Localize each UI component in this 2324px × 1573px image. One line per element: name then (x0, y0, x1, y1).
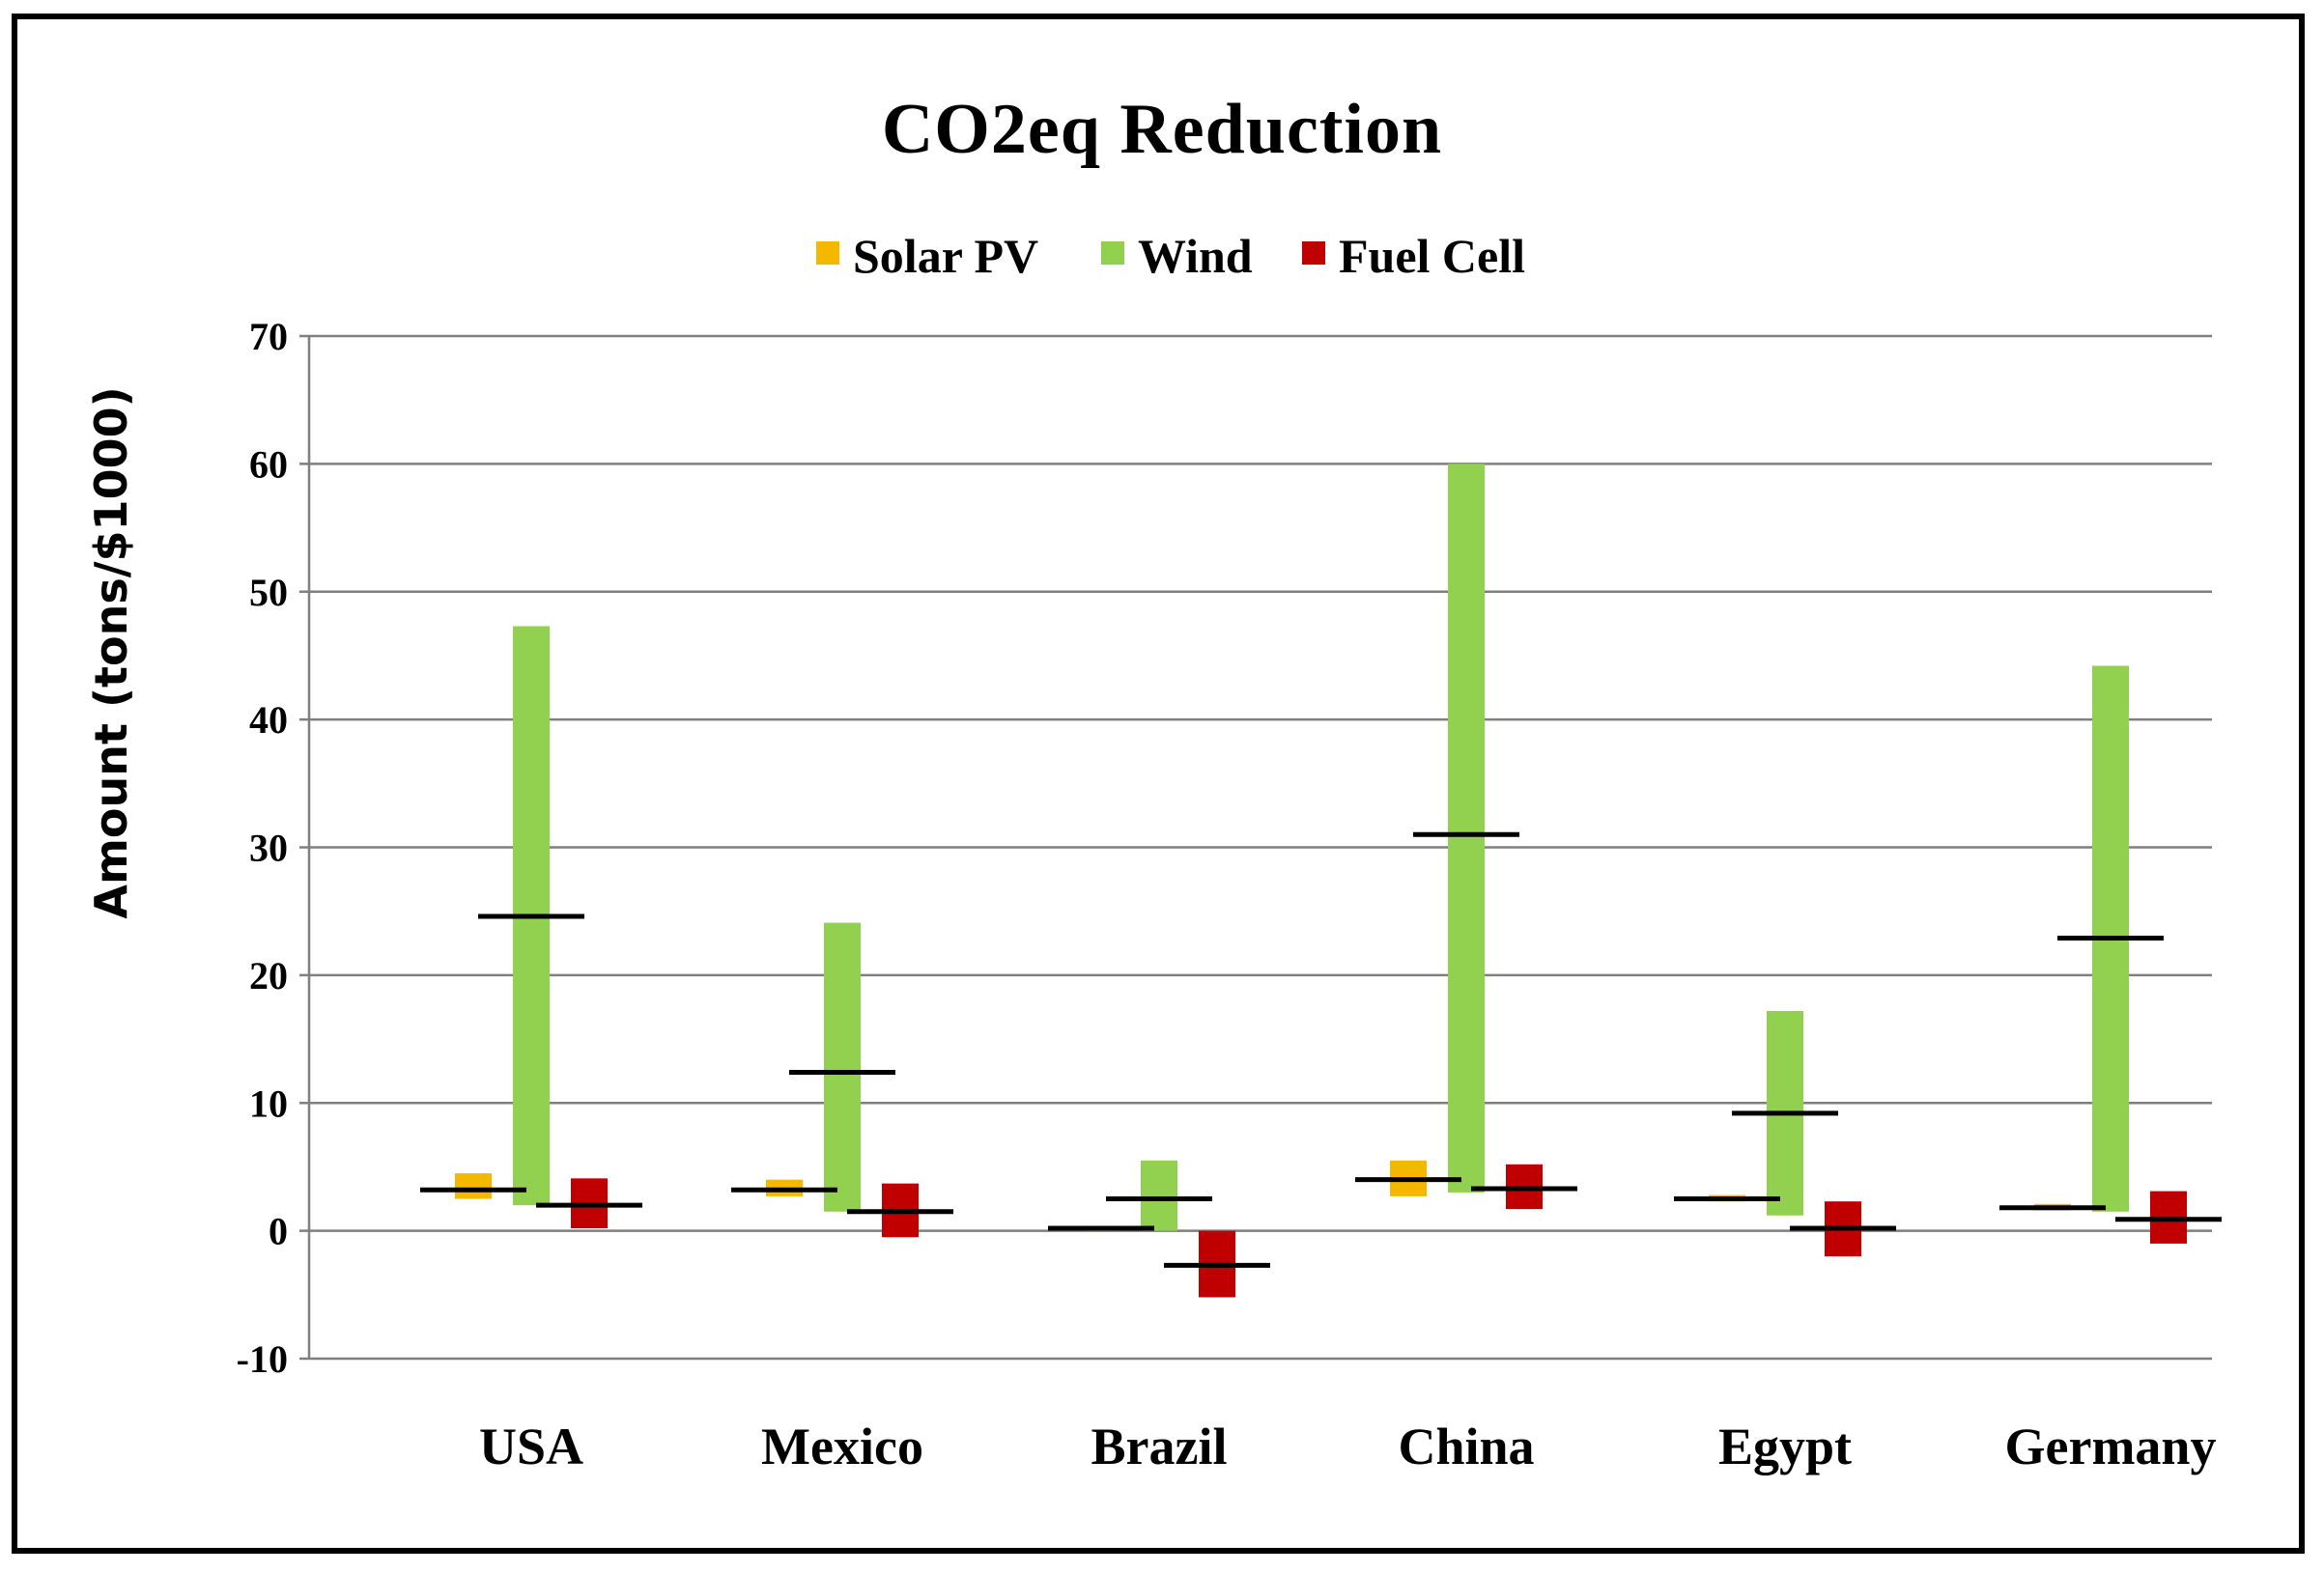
y-tick-label-0: 0 (269, 1210, 288, 1253)
chart-legend: Solar PV Wind Fuel Cell (0, 224, 2324, 283)
y-tick-label-30: 30 (249, 827, 288, 870)
legend-swatch-solar-pv (816, 241, 839, 265)
mean-markers (420, 831, 2222, 1268)
axes (299, 334, 311, 1361)
legend-swatch-wind (1101, 241, 1124, 265)
y-tick-label-60: 60 (249, 442, 288, 486)
y-tick-label-70: 70 (249, 315, 288, 358)
bar-wind-mexico (824, 922, 861, 1212)
x-tick-label-china: China (1398, 1418, 1534, 1475)
x-tick-label-usa: USA (479, 1418, 583, 1475)
y-tick-label-20: 20 (249, 954, 288, 997)
range-bars (455, 463, 2187, 1298)
legend-label-fuel-cell: Fuel Cell (1339, 229, 1526, 283)
legend-label-wind: Wind (1138, 229, 1253, 283)
legend-label-solar-pv: Solar PV (853, 229, 1039, 283)
x-tick-label-mexico: Mexico (761, 1418, 923, 1475)
x-tick-label-brazil: Brazil (1091, 1418, 1228, 1475)
y-tick-labels: -10 0 10 20 30 40 50 60 70 (237, 315, 288, 1381)
chart-frame (12, 14, 2305, 1554)
bar-wind-brazil (1141, 1160, 1177, 1231)
x-tick-label-germany: Germany (2005, 1418, 2217, 1475)
x-tick-labels: USA Mexico Brazil China Egypt Germany (479, 1418, 2216, 1475)
gridlines (309, 334, 2212, 1361)
y-tick-label-40: 40 (249, 698, 288, 742)
y-tick-label-50: 50 (249, 571, 288, 614)
chart-title: CO2eq Reduction (881, 90, 1443, 169)
bar-wind-china (1448, 463, 1485, 1193)
y-tick-label-10: 10 (249, 1081, 288, 1125)
bar-solar-pv-usa (455, 1173, 492, 1199)
x-tick-label-egypt: Egypt (1718, 1418, 1852, 1475)
legend-swatch-fuel-cell (1302, 241, 1325, 265)
y-tick-label--10: -10 (237, 1337, 288, 1381)
